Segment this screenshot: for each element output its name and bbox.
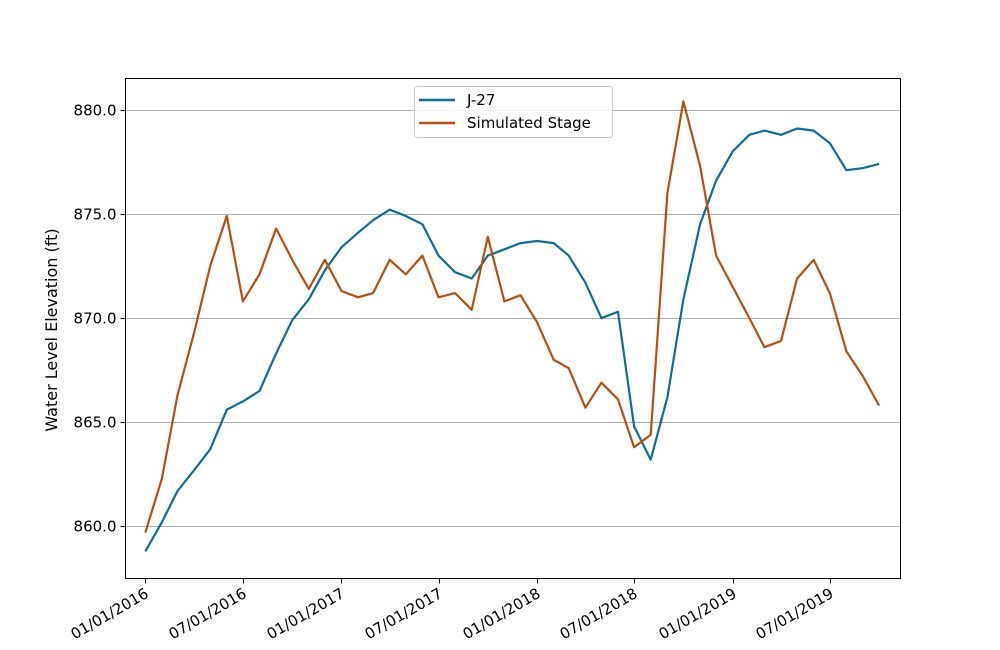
legend: J-27 Simulated Stage [414,86,613,138]
y-tick-label: 860.0 [74,518,117,536]
y-tick-label: 870.0 [74,310,117,328]
series-lines [144,100,881,552]
plot-frame [125,78,901,579]
y-tick-label: 880.0 [74,102,117,120]
y-tick-label: 865.0 [74,414,117,432]
legend-label-j-27: J-27 [466,91,495,109]
y-tick-label: 875.0 [74,206,117,224]
legend-box [414,86,613,138]
series-line-simulated-stage [144,100,881,534]
y-axis: 860.0 865.0 870.0 875.0 880.0 [74,102,126,536]
legend-label-simulated-stage: Simulated Stage [467,114,591,132]
y-axis-label: Water Level Elevation (ft) [42,228,61,431]
series-line-j-27 [144,127,880,552]
y-gridlines [125,110,901,527]
